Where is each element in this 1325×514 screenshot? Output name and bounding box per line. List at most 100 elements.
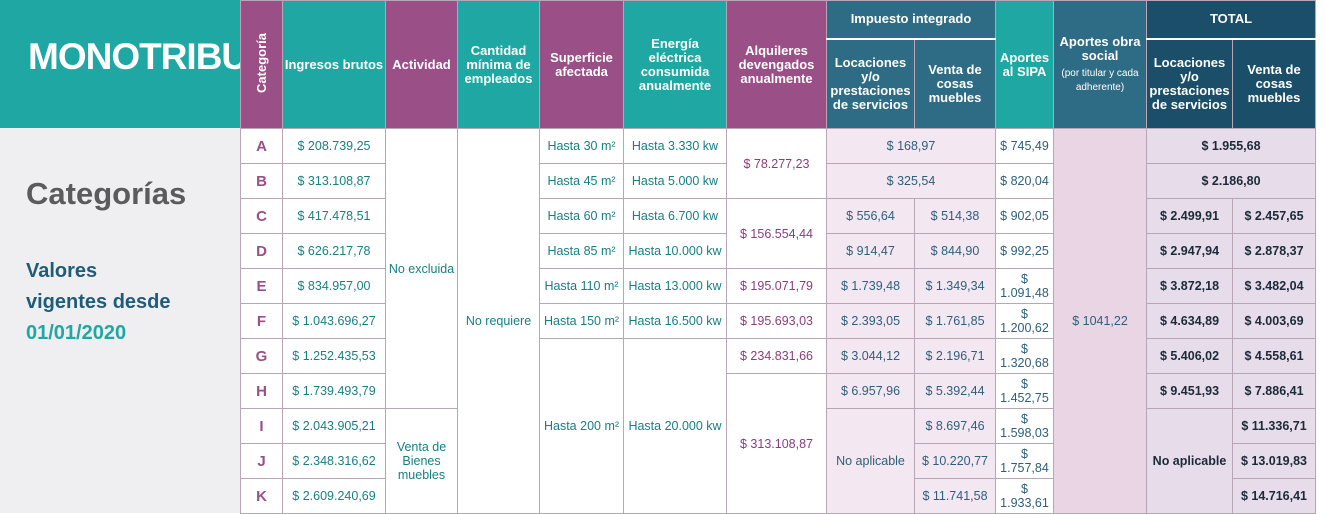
imp-venta-cell: $ 1.761,85	[914, 303, 996, 339]
category-cell: H	[240, 373, 283, 409]
actividad-cell: No excluida	[385, 128, 458, 409]
sipa-cell: $ 992,25	[995, 233, 1054, 269]
superficie-cell: Hasta 200 m²	[539, 338, 624, 514]
ingresos-cell: $ 417.478,51	[282, 198, 386, 234]
imp-venta-cell: $ 10.220,77	[914, 443, 996, 479]
energia-cell: Hasta 13.000 kw	[623, 268, 727, 304]
category-cell: F	[240, 303, 283, 339]
total-locaciones-cell: $ 2.499,91	[1146, 198, 1233, 234]
categories-table: Categoría Ingresos brutos Actividad Cant…	[240, 0, 1316, 514]
sipa-cell: $ 820,04	[995, 163, 1054, 199]
total-venta-cell: $ 4.003,69	[1232, 303, 1316, 339]
alquileres-cell: $ 234.831,66	[726, 338, 827, 374]
energia-cell: Hasta 3.330 kw	[623, 128, 727, 164]
superficie-cell: Hasta 110 m²	[539, 268, 624, 304]
energia-cell: Hasta 10.000 kw	[623, 233, 727, 269]
total-venta-cell: $ 4.558,61	[1232, 338, 1316, 374]
imp-venta-cell: $ 2.196,71	[914, 338, 996, 374]
header-energia: Energía eléctrica consumida anualmente	[623, 0, 727, 129]
header-obra-social: Aportes obra social (por titular y cada …	[1053, 0, 1147, 129]
category-cell: I	[240, 408, 283, 444]
sipa-cell: $ 1.200,62	[995, 303, 1054, 339]
header-total: TOTAL	[1146, 0, 1316, 40]
total-locaciones-cell: $ 5.406,02	[1146, 338, 1233, 374]
category-cell: E	[240, 268, 283, 304]
imp-locaciones-cell: $ 914,47	[826, 233, 915, 269]
header-imp-venta: Venta de cosas muebles	[914, 38, 996, 129]
table-row: B $ 313.108,87 Hasta 45 m² Hasta 5.000 k…	[240, 163, 1316, 199]
ingresos-cell: $ 2.609.240,69	[282, 478, 386, 514]
alquileres-cell: $ 195.693,03	[726, 303, 827, 339]
sipa-cell: $ 1.320,68	[995, 338, 1054, 374]
total-venta-cell: $ 14.716,41	[1232, 478, 1316, 514]
table-row: H $ 1.739.493,79 $ 313.108,87 $ 6.957,96…	[240, 373, 1316, 514]
ingresos-cell: $ 1.739.493,79	[282, 373, 386, 409]
alquileres-cell: $ 78.277,23	[726, 128, 827, 199]
category-cell: J	[240, 443, 283, 479]
header-sipa: Aportes al SIPA	[995, 0, 1054, 129]
sipa-cell: $ 1.933,61	[995, 478, 1054, 514]
sipa-cell: $ 902,05	[995, 198, 1054, 234]
sipa-cell: $ 1.452,75	[995, 373, 1054, 409]
total-locaciones-cell: $ 9.451,93	[1146, 373, 1233, 409]
table-row: J $ 2.348.316,62 $ 10.220,77 $ 1.757,84 …	[240, 443, 1316, 479]
total-venta-cell: $ 3.482,04	[1232, 268, 1316, 304]
valid-from-text: Valores vigentes desde 01/01/2020	[26, 256, 171, 349]
category-cell: G	[240, 338, 283, 374]
table-row: E $ 834.957,00 Hasta 110 m² Hasta 13.000…	[240, 268, 1316, 304]
imp-locaciones-cell: $ 556,64	[826, 198, 915, 234]
superficie-cell: Hasta 45 m²	[539, 163, 624, 199]
table-row: I $ 2.043.905,21 Venta de Bienes muebles…	[240, 408, 1316, 514]
ingresos-cell: $ 1.252.435,53	[282, 338, 386, 374]
category-cell: D	[240, 233, 283, 269]
imp-locaciones-cell: $ 6.957,96	[826, 373, 915, 409]
imp-locaciones-cell: $ 3.044,12	[826, 338, 915, 374]
total-venta-cell: $ 7.886,41	[1232, 373, 1316, 409]
imp-venta-cell: $ 1.349,34	[914, 268, 996, 304]
imp-locaciones-cell: $ 1.739,48	[826, 268, 915, 304]
superficie-cell: Hasta 85 m²	[539, 233, 624, 269]
obra-social-cell: $ 1041,22	[1053, 128, 1147, 514]
actividad-cell: Venta de Bienes muebles	[385, 408, 458, 514]
total-cell: $ 1.955,68	[1146, 128, 1316, 164]
energia-cell: Hasta 6.700 kw	[623, 198, 727, 234]
energia-cell: Hasta 16.500 kw	[623, 303, 727, 339]
header-total-venta: Venta de cosas muebles	[1232, 38, 1316, 129]
category-cell: A	[240, 128, 283, 164]
alquileres-cell: $ 195.071,79	[726, 268, 827, 304]
valid-from-line1: Valores	[26, 260, 98, 282]
table-row: F $ 1.043.696,27 Hasta 150 m² Hasta 16.5…	[240, 303, 1316, 339]
sipa-cell: $ 1.091,48	[995, 268, 1054, 304]
valid-from-date: 01/01/2020	[26, 322, 127, 344]
category-cell: K	[240, 478, 283, 514]
header-imp-locaciones: Locaciones y/o prestaciones de servicios	[826, 38, 915, 129]
ingresos-cell: $ 2.348.316,62	[282, 443, 386, 479]
energia-cell: Hasta 5.000 kw	[623, 163, 727, 199]
category-cell: B	[240, 163, 283, 199]
categories-title: Categorías	[26, 176, 187, 211]
brand-panel: MONOTRIBUTO	[0, 0, 297, 128]
header-impuesto: Impuesto integrado	[826, 0, 996, 40]
impuesto-cell: $ 168,97	[826, 128, 996, 164]
total-cell: $ 2.186,80	[1146, 163, 1316, 199]
header-actividad: Actividad	[385, 0, 458, 129]
table-row: A $ 208.739,25 No excluida No requiere H…	[240, 128, 1316, 514]
sipa-cell: $ 745,49	[995, 128, 1054, 164]
header-total-locaciones: Locaciones y/o prestaciones de servicios	[1146, 38, 1233, 129]
ingresos-cell: $ 2.043.905,21	[282, 408, 386, 444]
total-venta-cell: $ 2.457,65	[1232, 198, 1316, 234]
table-row: K $ 2.609.240,69 $ 11.741,58 $ 1.933,61 …	[240, 478, 1316, 514]
total-locaciones-cell: No aplicable	[1146, 408, 1233, 514]
alquileres-cell: $ 156.554,44	[726, 198, 827, 269]
header-ingresos: Ingresos brutos	[282, 0, 386, 129]
total-locaciones-cell: $ 3.872,18	[1146, 268, 1233, 304]
imp-venta-cell: $ 11.741,58	[914, 478, 996, 514]
superficie-cell: Hasta 150 m²	[539, 303, 624, 339]
ingresos-cell: $ 313.108,87	[282, 163, 386, 199]
ingresos-cell: $ 626.217,78	[282, 233, 386, 269]
imp-locaciones-cell: $ 2.393,05	[826, 303, 915, 339]
valid-from-line2: vigentes desde	[26, 291, 171, 313]
table-row: C $ 417.478,51 Hasta 60 m² Hasta 6.700 k…	[240, 198, 1316, 269]
total-venta-cell: $ 11.336,71	[1232, 408, 1316, 444]
